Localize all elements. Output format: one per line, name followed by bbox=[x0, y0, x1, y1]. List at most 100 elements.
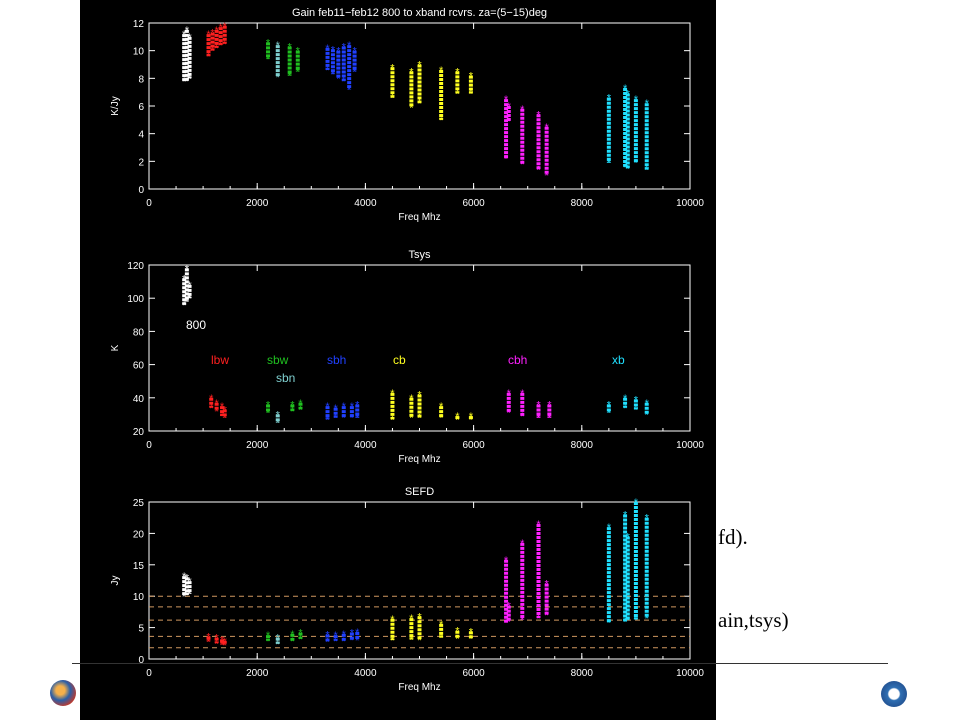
chart-0-xtick-label: 0 bbox=[146, 198, 152, 209]
chart-1-data-point-sbn: * bbox=[276, 418, 281, 430]
chart-1-data-point-cb: * bbox=[455, 414, 460, 426]
slide-text-fragment-1: fd). bbox=[718, 525, 748, 549]
chart-1-data-point-lbw: * bbox=[209, 403, 214, 415]
chart-0-data-point-cbh: * bbox=[520, 159, 525, 171]
chart-0-ytick-label: 0 bbox=[138, 185, 144, 196]
chart-2-data-point-cb: * bbox=[409, 635, 414, 647]
chart-1-data-point-cb: * bbox=[439, 413, 444, 425]
chart-2-data-point-800: * bbox=[182, 591, 187, 603]
chart-0-data-point-cb: * bbox=[469, 89, 474, 101]
chart-1-annotation-sbn: sbn bbox=[276, 371, 295, 385]
chart-0-data-point-sbh: * bbox=[342, 42, 347, 54]
chart-2-data-point-lbw: * bbox=[206, 636, 211, 648]
chart-2-data-point-800: * bbox=[182, 571, 187, 583]
chart-2-data-point-xb: * bbox=[634, 497, 639, 509]
chart-2-data-point-sbh: * bbox=[334, 636, 339, 648]
chart-0-data-point-cbh: * bbox=[507, 101, 512, 113]
chart-1-data-point-800: * bbox=[187, 280, 192, 292]
chart-2-data-point-sbh: * bbox=[350, 635, 355, 647]
chart-1-data-point-800: * bbox=[187, 293, 192, 305]
chart-2-data-point-cbh: * bbox=[507, 601, 512, 613]
chart-0-data-point-sbw: * bbox=[296, 66, 301, 78]
chart-2-data-point-sbh: * bbox=[350, 628, 355, 640]
chart-1-annotation-xb: xb bbox=[612, 353, 625, 367]
chart-2-data-point-xb: * bbox=[623, 616, 628, 628]
chart-1-xtick-label: 2000 bbox=[246, 440, 269, 451]
chart-1-data-point-lbw: * bbox=[223, 404, 228, 416]
chart-0-data-point-cb: * bbox=[455, 66, 460, 78]
chart-2-ytick-label: 15 bbox=[133, 561, 145, 572]
noaa-logo bbox=[50, 680, 76, 706]
chart-2-data-point-sbw: * bbox=[266, 636, 271, 648]
chart-0-data-point-800: * bbox=[182, 76, 187, 88]
chart-1-data-point-cb: * bbox=[409, 413, 414, 425]
chart-0-data-point-cbh: * bbox=[504, 94, 509, 106]
chart-0-data-point-cbh: * bbox=[536, 165, 541, 177]
chart-0-data-point-cbh: * bbox=[544, 122, 549, 134]
chart-1-data-point-lbw: * bbox=[220, 401, 225, 413]
chart-2-data-point-lbw: * bbox=[206, 631, 211, 643]
chart-0-data-point-xb: * bbox=[626, 89, 631, 101]
chart-1-xtick-label: 0 bbox=[146, 440, 152, 451]
chart-1-data-point-xb: * bbox=[645, 409, 650, 421]
chart-0-data-point-sbw: * bbox=[288, 42, 293, 54]
chart-2-data-point-lbw: * bbox=[220, 640, 225, 652]
chart-1-data-point-xb: * bbox=[645, 398, 650, 410]
chart-1-data-point-lbw: * bbox=[223, 413, 228, 425]
chart-1-data-point-sbh: * bbox=[334, 403, 339, 415]
chart-0-data-point-sbw: * bbox=[266, 54, 271, 66]
chart-2-data-point-cb: * bbox=[390, 635, 395, 647]
chart-0-data-point-cbh: * bbox=[507, 116, 512, 128]
chart-0-data-point-sbh: * bbox=[347, 40, 352, 52]
chart-2-xtick-label: 4000 bbox=[354, 668, 377, 679]
chart-2-data-point-cb: * bbox=[469, 633, 474, 645]
chart-1-ytick-label: 60 bbox=[133, 361, 145, 372]
chart-1-data-point-sbw: * bbox=[298, 404, 303, 416]
chart-1-data-point-cbh: * bbox=[520, 411, 525, 423]
chart-1-data-point-sbh: * bbox=[350, 401, 355, 413]
chart-1-annotation-sbw: sbw bbox=[267, 353, 289, 367]
chart-2-data-point-sbw: * bbox=[266, 630, 271, 642]
chart-2-ytick-label: 0 bbox=[138, 655, 144, 666]
chart-0-data-point-lbw: * bbox=[223, 39, 228, 51]
chart-0-data-point-800: * bbox=[187, 32, 192, 44]
chart-2-data-point-sbh: * bbox=[325, 630, 330, 642]
chart-1-ytick-label: 120 bbox=[127, 261, 144, 272]
chart-0-data-point-lbw: * bbox=[214, 25, 219, 37]
chart-1-data-point-sbn: * bbox=[276, 409, 281, 421]
chart-0-data-point-cbh: * bbox=[544, 170, 549, 182]
chart-1-ytick-label: 40 bbox=[133, 394, 145, 405]
chart-0-data-point-xb: * bbox=[607, 158, 612, 170]
plot-panel: Gain feb11−feb12 800 to xband rcvrs. za=… bbox=[80, 0, 716, 720]
chart-1-data-point-cb: * bbox=[390, 388, 395, 400]
chart-1-data-point-xb: * bbox=[623, 403, 628, 415]
chart-1-data-point-xb: * bbox=[607, 399, 612, 411]
chart-1-data-point-cbh: * bbox=[547, 413, 552, 425]
chart-1-annotation-800: 800 bbox=[186, 318, 206, 332]
chart-2-data-point-cb: * bbox=[390, 614, 395, 626]
chart-1-data-point-sbw: * bbox=[266, 408, 271, 420]
chart-0-ytick-label: 2 bbox=[138, 157, 144, 168]
chart-0-xlabel: Freq Mhz bbox=[398, 212, 440, 223]
chart-0-data-point-cb: * bbox=[390, 93, 395, 105]
chart-0-data-point-lbw: * bbox=[219, 22, 224, 34]
chart-1-xtick-label: 8000 bbox=[571, 440, 594, 451]
chart-1-xtick-label: 6000 bbox=[462, 440, 485, 451]
chart-0-data-point-lbw: * bbox=[219, 40, 224, 52]
chart-0-title: Gain feb11−feb12 800 to xband rcvrs. za=… bbox=[292, 7, 547, 19]
chart-1-data-point-cb: * bbox=[417, 389, 422, 401]
chart-2-data-point-cb: * bbox=[455, 626, 460, 638]
slide-text-fragment-2: ain,tsys) bbox=[718, 608, 789, 632]
chart-0-data-point-cb: * bbox=[469, 71, 474, 83]
chart-0-data-point-sbh: * bbox=[352, 66, 357, 78]
chart-0-data-point-sbw: * bbox=[266, 37, 271, 49]
chart-2-data-point-lbw: * bbox=[214, 638, 219, 650]
chart-1-data-point-sbh: * bbox=[355, 399, 360, 411]
chart-0-data-point-lbw: * bbox=[223, 21, 228, 33]
chart-0-data-point-cb: * bbox=[439, 115, 444, 127]
chart-1-xlabel: Freq Mhz bbox=[398, 454, 440, 465]
chart-2-data-point-800: * bbox=[185, 572, 190, 584]
chart-1-data-point-sbh: * bbox=[342, 413, 347, 425]
chart-1-data-point-cb: * bbox=[469, 411, 474, 423]
chart-2-data-point-sbw: * bbox=[298, 628, 303, 640]
